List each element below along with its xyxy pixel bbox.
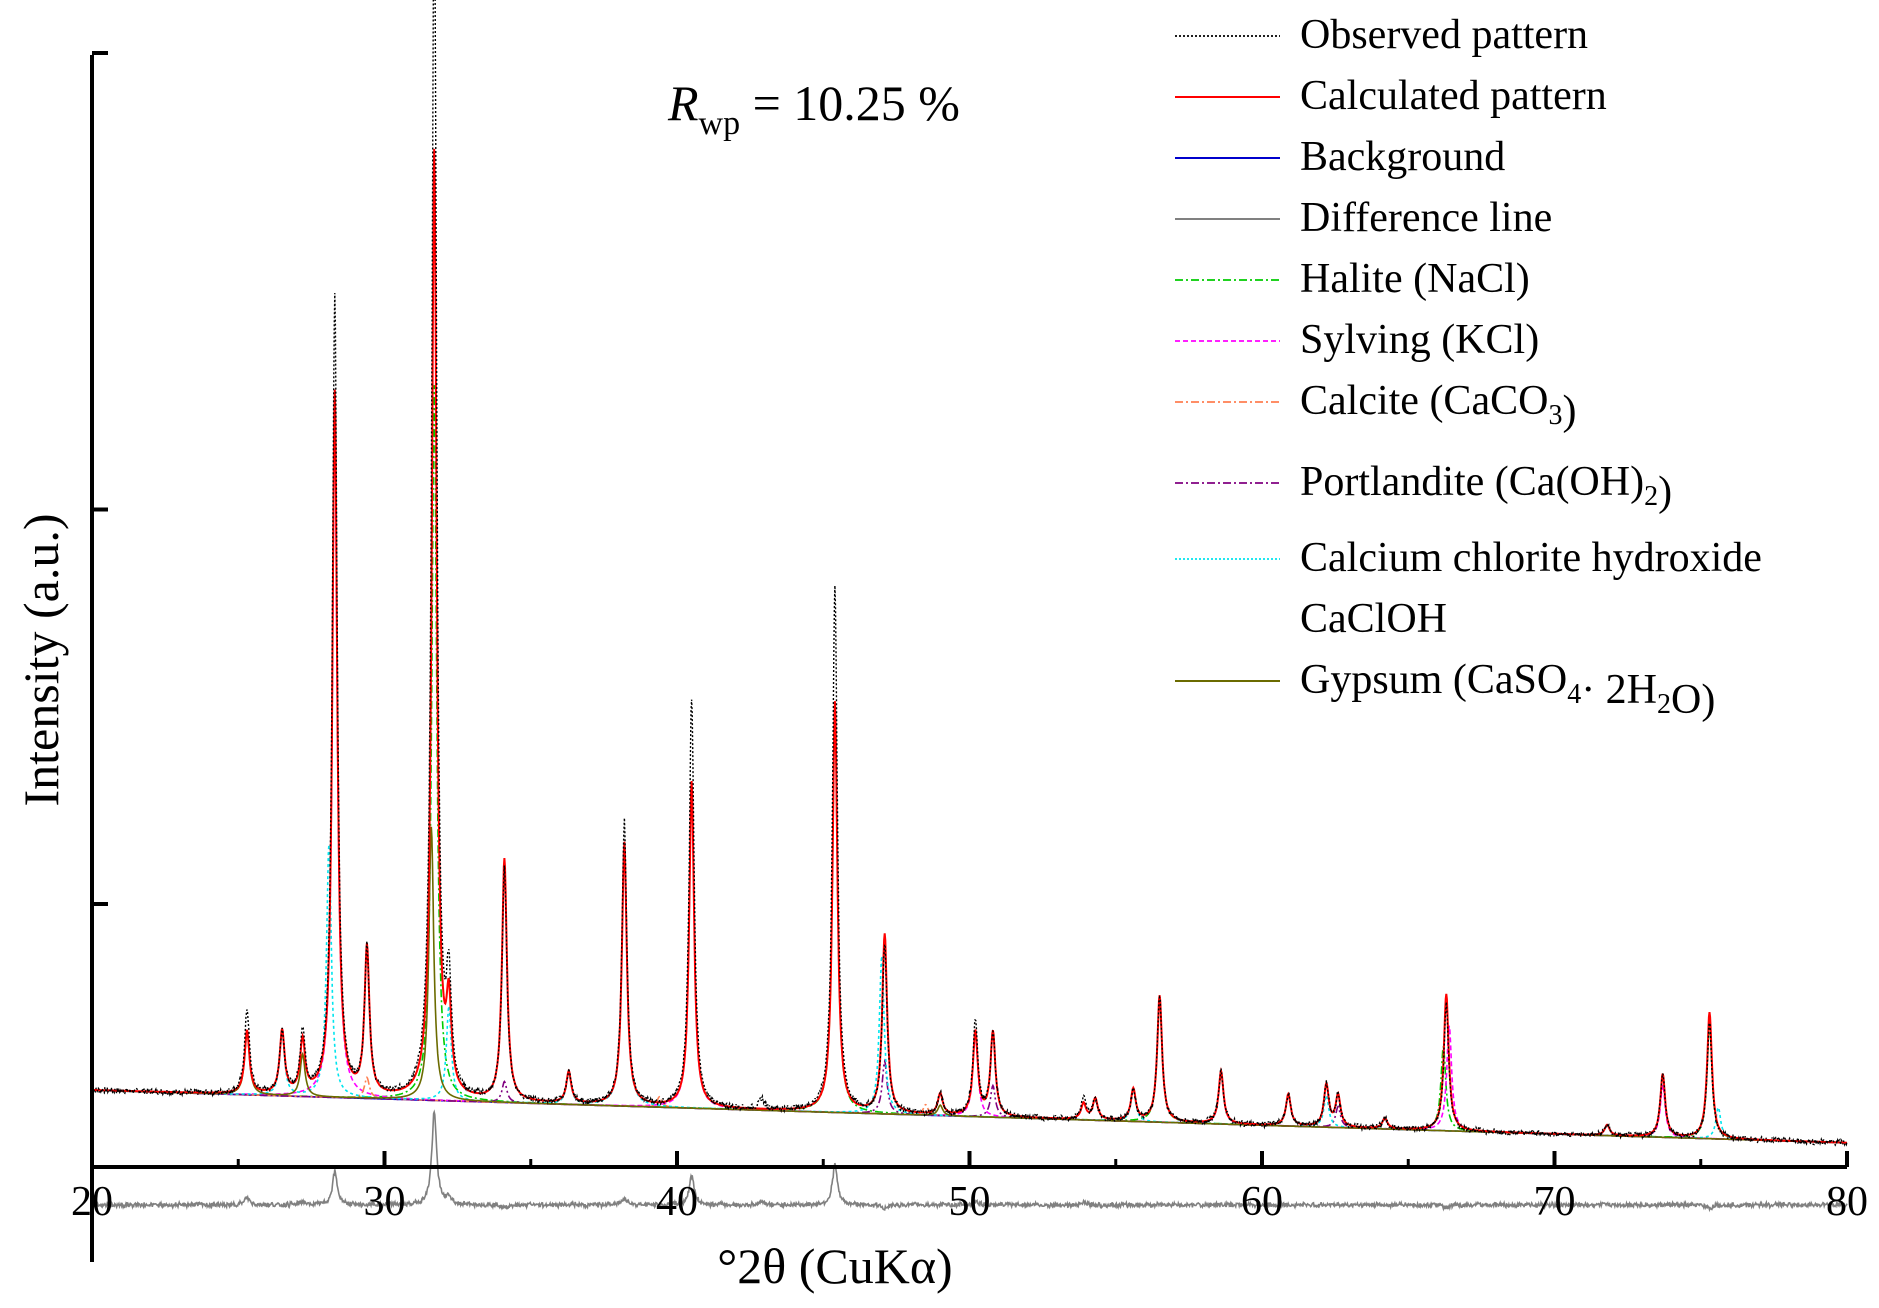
x-tick-label: 80 bbox=[1826, 1179, 1868, 1225]
rwp-subscript: wp bbox=[699, 105, 741, 142]
x-axis-title: °2θ (CuKα) bbox=[717, 1238, 952, 1294]
legend-label-6: Sylving (KCl) bbox=[1300, 317, 1539, 363]
legend-label-1: Observed pattern bbox=[1300, 12, 1588, 58]
rwp-value: = 10.25 % bbox=[740, 75, 960, 131]
rwp-annotation: Rwp = 10.25 % bbox=[667, 75, 960, 142]
legend-label-4: Difference line bbox=[1300, 195, 1552, 241]
series-difference-line bbox=[91, 1109, 1848, 1213]
series-calculated-pattern bbox=[92, 148, 1847, 1144]
x-axis-ticks: 20 30 40 50 60 70 80 bbox=[71, 1151, 1868, 1225]
series-phase-2 bbox=[92, 413, 1847, 1144]
x-tick-label: 40 bbox=[656, 1179, 698, 1225]
legend-label-3: Background bbox=[1300, 134, 1505, 180]
x-tick-label: 50 bbox=[949, 1179, 991, 1225]
legend-label-9: Calcium chlorite hydroxide bbox=[1300, 535, 1762, 581]
x-tick-label: 30 bbox=[364, 1179, 406, 1225]
y-axis-ticks bbox=[92, 51, 108, 906]
x-tick-label: 20 bbox=[71, 1179, 113, 1225]
series-observed-pattern bbox=[91, 0, 1848, 1147]
legend-label-2: Calculated pattern bbox=[1300, 73, 1607, 119]
legend-label-9-line2: CaClOH bbox=[1300, 596, 1447, 642]
legend-label-5: Halite (NaCl) bbox=[1300, 256, 1530, 302]
legend: Observed pattern Calculated pattern Backgr… bbox=[1175, 12, 1762, 723]
y-axis-title: Intensity (a.u.) bbox=[13, 514, 69, 807]
legend-label-7: Calcite (CaCO3) bbox=[1300, 378, 1576, 434]
legend-label-8: Portlandite (Ca(OH)2) bbox=[1300, 459, 1672, 515]
rwp-symbol: R bbox=[667, 75, 699, 131]
legend-label-10: Gypsum (CaSO4· 2H2O) bbox=[1300, 657, 1715, 723]
x-tick-label: 60 bbox=[1241, 1179, 1283, 1225]
x-tick-label: 70 bbox=[1534, 1179, 1576, 1225]
plot-area bbox=[91, 0, 1848, 1213]
